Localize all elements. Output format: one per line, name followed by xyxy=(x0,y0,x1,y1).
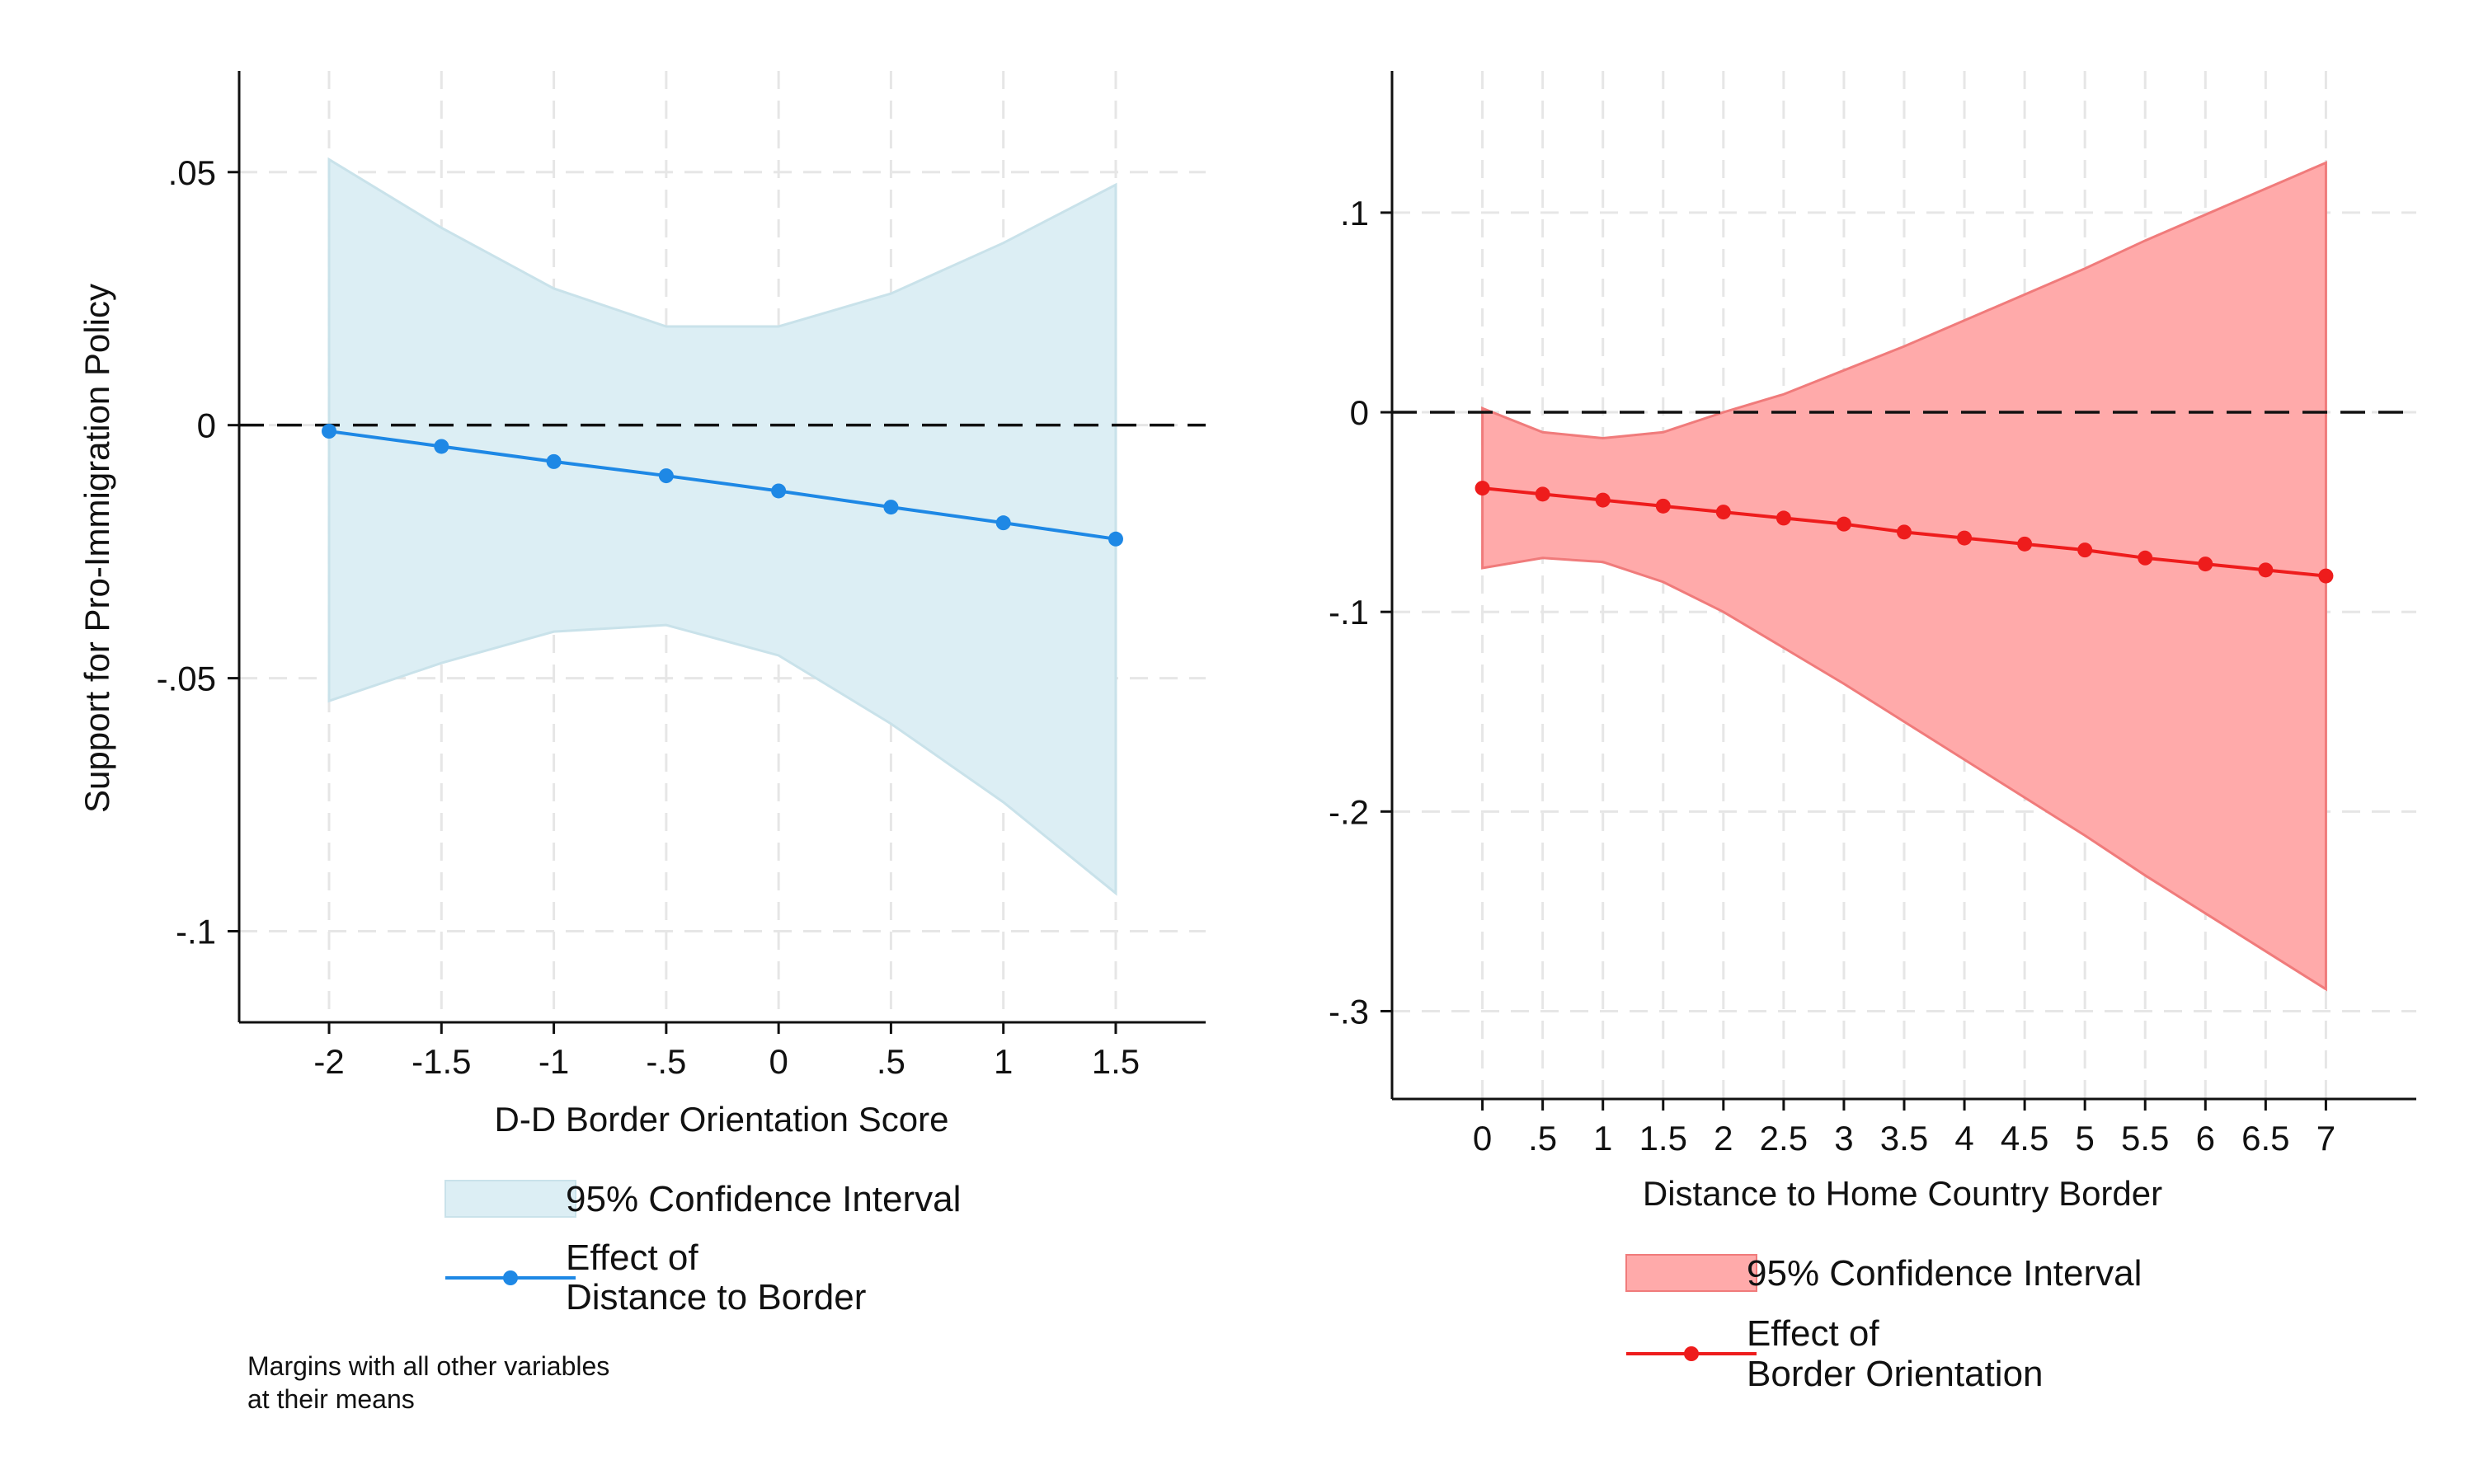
data-point-1 xyxy=(434,439,449,454)
x-tick-label-2: -1 xyxy=(539,1042,569,1081)
left-legend-point-swatch xyxy=(503,1270,518,1285)
data-point-1 xyxy=(1535,486,1550,502)
left-x-tick-labels: -2 -1.5 -1 -.5 0 .5 1 1.5 xyxy=(313,1022,1140,1081)
x-tick-label-1: -1.5 xyxy=(412,1042,471,1081)
left-confidence-band xyxy=(327,157,1117,896)
x-tick-label-6: 1 xyxy=(994,1042,1013,1081)
data-point-3 xyxy=(1655,498,1671,514)
y-tick-label-3: -.2 xyxy=(1329,792,1369,831)
x-tick-label-3: 1.5 xyxy=(1639,1119,1687,1158)
left-legend-line-label-1: Effect of xyxy=(566,1237,698,1278)
x-tick-label-12: 6 xyxy=(2196,1119,2215,1158)
left-y-tick-labels: .05 0 -.05 -.1 xyxy=(157,153,239,951)
data-point-3 xyxy=(658,468,674,484)
y-tick-label-2: -.05 xyxy=(157,660,216,698)
y-tick-label-0: .1 xyxy=(1340,194,1369,232)
data-point-5 xyxy=(1776,510,1791,526)
x-tick-label-9: 4.5 xyxy=(2001,1119,2048,1158)
left-chart-panel: -2 -1.5 -1 -.5 0 .5 1 1.5 .05 0 -.05 -.1 Support f… xyxy=(78,71,1206,1414)
left-axes xyxy=(238,71,1206,1024)
right-y-tick-labels: .1 0 -.1 -.2 -.3 xyxy=(1329,194,1392,1031)
left-y-axis-title: Support for Pro-Immigration Policy xyxy=(78,284,116,813)
data-point-12 xyxy=(2198,556,2213,572)
x-tick-label-3: -.5 xyxy=(646,1042,686,1081)
right-legend-ci-label: 95% Confidence Interval xyxy=(1747,1253,2142,1294)
left-legend: 95% Confidence Interval Effect of Distan… xyxy=(444,1179,961,1317)
data-point-6 xyxy=(995,515,1011,531)
data-point-4 xyxy=(771,483,787,499)
x-tick-label-10: 5 xyxy=(2075,1119,2094,1158)
right-legend: 95% Confidence Interval Effect of Border… xyxy=(1625,1253,2142,1394)
x-tick-label-4: 2 xyxy=(1714,1119,1733,1158)
right-x-tick-labels: 0 .5 1 1.5 2 2.5 3 3.5 4 4.5 5 5.5 6 6.5 7 xyxy=(1473,1099,2335,1158)
data-point-14 xyxy=(2318,568,2334,584)
x-tick-label-4: 0 xyxy=(769,1042,788,1081)
data-point-8 xyxy=(1957,530,1973,546)
x-tick-label-1: .5 xyxy=(1528,1119,1557,1158)
x-tick-label-8: 4 xyxy=(1954,1119,1973,1158)
data-point-13 xyxy=(2258,562,2274,578)
x-tick-label-6: 3 xyxy=(1834,1119,1853,1158)
data-point-5 xyxy=(883,500,899,515)
data-point-2 xyxy=(1595,492,1611,508)
x-tick-label-7: 3.5 xyxy=(1880,1119,1928,1158)
left-x-axis-title: D-D Border Orientation Score xyxy=(495,1100,949,1139)
left-legend-ci-label: 95% Confidence Interval xyxy=(566,1179,961,1219)
y-tick-label-1: 0 xyxy=(1350,393,1369,432)
x-tick-label-13: 6.5 xyxy=(2241,1119,2289,1158)
data-point-0 xyxy=(1475,481,1490,496)
x-tick-label-5: .5 xyxy=(877,1042,905,1081)
right-confidence-band xyxy=(1481,161,2327,992)
x-tick-label-2: 1 xyxy=(1593,1119,1612,1158)
x-tick-label-11: 5.5 xyxy=(2121,1119,2169,1158)
left-effect-points xyxy=(322,424,1123,547)
x-tick-label-5: 2.5 xyxy=(1760,1119,1808,1158)
x-tick-label-0: 0 xyxy=(1473,1119,1492,1158)
right-legend-line-label-1: Effect of xyxy=(1747,1313,1879,1354)
y-tick-label-0: .05 xyxy=(168,153,216,192)
data-point-7 xyxy=(1108,531,1123,547)
data-point-7 xyxy=(1897,524,1912,540)
left-legend-line-label-2: Distance to Border xyxy=(566,1277,866,1317)
y-tick-label-4: -.3 xyxy=(1329,992,1369,1031)
x-tick-label-0: -2 xyxy=(313,1042,344,1081)
left-note-line-1: Margins with all other variables xyxy=(247,1351,609,1381)
y-tick-label-1: 0 xyxy=(197,406,216,445)
right-chart-panel: 0 .5 1 1.5 2 2.5 3 3.5 4 4.5 5 5.5 6 6.5 7 .1 0 -.1 -.2 -.… xyxy=(1329,71,2416,1394)
right-x-axis-title: Distance to Home Country Border xyxy=(1643,1174,2162,1213)
left-legend-ci-swatch xyxy=(444,1180,576,1218)
y-tick-label-2: -.1 xyxy=(1329,593,1369,632)
right-legend-ci-swatch xyxy=(1625,1254,1757,1292)
data-point-10 xyxy=(2077,542,2093,558)
right-legend-line-label-2: Border Orientation xyxy=(1747,1354,2044,1394)
x-tick-label-7: 1.5 xyxy=(1092,1042,1140,1081)
left-note-line-2: at their means xyxy=(247,1384,415,1414)
right-legend-point-swatch xyxy=(1684,1346,1699,1361)
data-point-4 xyxy=(1715,505,1731,520)
data-point-9 xyxy=(2017,536,2033,552)
y-tick-label-3: -.1 xyxy=(176,913,216,951)
data-point-6 xyxy=(1836,516,1851,532)
data-point-11 xyxy=(2138,550,2153,566)
left-effect-line xyxy=(328,430,1117,541)
x-tick-label-14: 7 xyxy=(2316,1119,2335,1158)
right-effect-points xyxy=(1475,481,2334,584)
data-point-0 xyxy=(322,424,337,439)
data-point-2 xyxy=(546,453,562,469)
